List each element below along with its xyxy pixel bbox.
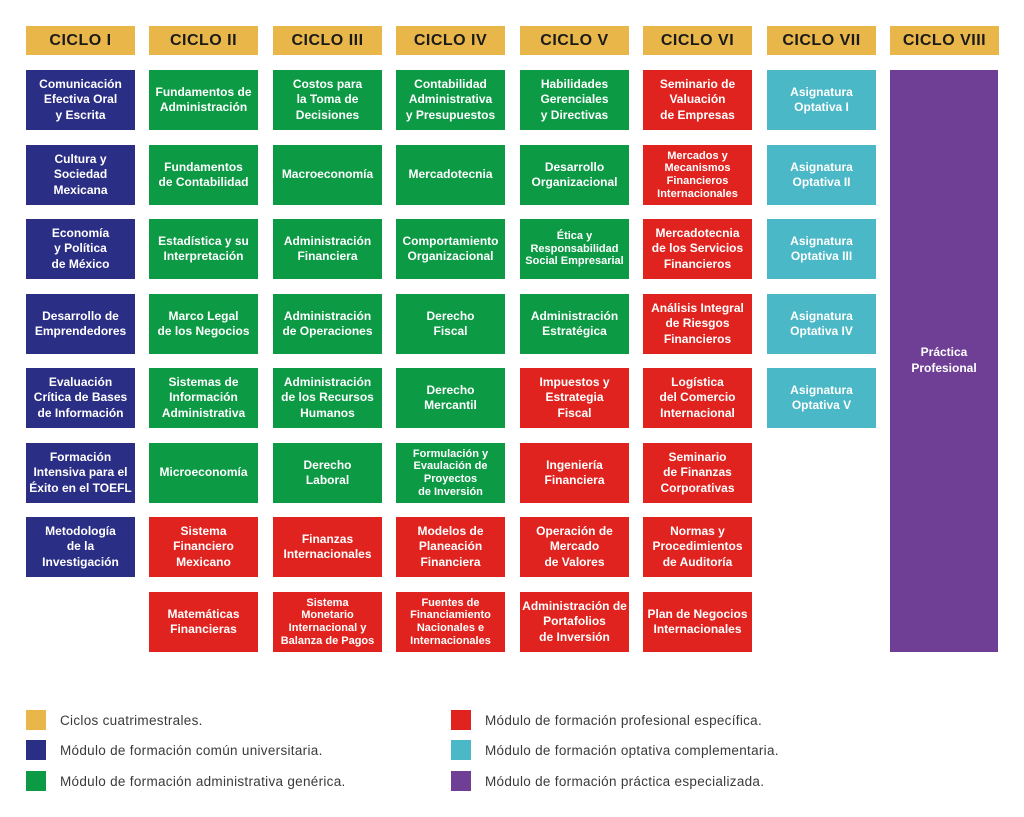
course-cell: Asignatura Optativa V	[767, 368, 876, 428]
course-cell: Comportamiento Organizacional	[396, 219, 505, 279]
course-cell: Ética y Responsabilidad Social Empresari…	[520, 219, 629, 279]
course-cell: Asignatura Optativa III	[767, 219, 876, 279]
legend-item: Módulo de formación común universitaria.	[26, 740, 323, 760]
course-cell: Administración de los Recursos Humanos	[273, 368, 382, 428]
legend-label: Módulo de formación profesional específi…	[485, 712, 763, 728]
course-cell: Derecho Laboral	[273, 443, 382, 503]
course-cell: Ingeniería Financiera	[520, 443, 629, 503]
course-cell: Asignatura Optativa I	[767, 70, 876, 130]
course-cell: Derecho Mercantil	[396, 368, 505, 428]
course-cell: Seminario de Finanzas Corporativas	[643, 443, 752, 503]
legend-swatch	[26, 740, 46, 760]
course-cell: Sistemas de Información Administrativa	[149, 368, 258, 428]
course-cell: Asignatura Optativa IV	[767, 294, 876, 354]
course-cell: Desarrollo de Emprendedores	[26, 294, 135, 354]
course-cell: Estadística y su Interpretación	[149, 219, 258, 279]
header-ciclo-2: CICLO II	[149, 26, 258, 55]
course-cell: Derecho Fiscal	[396, 294, 505, 354]
legend-label: Ciclos cuatrimestrales.	[60, 712, 203, 728]
course-cell: Administración Financiera	[273, 219, 382, 279]
course-cell: Sistema Monetario Internacional y Balanz…	[273, 592, 382, 652]
header-ciclo-6: CICLO VI	[643, 26, 752, 55]
legend-label: Módulo de formación común universitaria.	[60, 742, 323, 758]
course-cell: Costos para la Toma de Decisiones	[273, 70, 382, 130]
course-cell: Fundamentos de Contabilidad	[149, 145, 258, 205]
course-cell: Administración de Portafolios de Inversi…	[520, 592, 629, 652]
course-cell: Marco Legal de los Negocios	[149, 294, 258, 354]
course-cell: Matemáticas Financieras	[149, 592, 258, 652]
course-cell: Comunicación Efectiva Oral y Escrita	[26, 70, 135, 130]
course-cell: Logística del Comercio Internacional	[643, 368, 752, 428]
legend-item: Módulo de formación práctica especializa…	[451, 771, 764, 791]
course-cell: Sistema Financiero Mexicano	[149, 517, 258, 577]
course-cell: Evaluación Crítica de Bases de Informaci…	[26, 368, 135, 428]
legend-label: Módulo de formación práctica especializa…	[485, 773, 765, 789]
course-cell: Mercadotecnia de los Servicios Financier…	[643, 219, 752, 279]
course-cell: Seminario de Valuación de Empresas	[643, 70, 752, 130]
course-cell: Desarrollo Organizacional	[520, 145, 629, 205]
course-cell: Metodología de la Investigación	[26, 517, 135, 577]
legend-label: Módulo de formación optativa complementa…	[485, 742, 779, 758]
legend-item: Módulo de formación profesional específi…	[451, 710, 762, 730]
course-cell: Mercados y Mecanismos Financieros Intern…	[643, 145, 752, 205]
course-cell: Normas y Procedimientos de Auditoría	[643, 517, 752, 577]
legend-label: Módulo de formación administrativa genér…	[60, 773, 346, 789]
course-cell: Contabilidad Administrativa y Presupuest…	[396, 70, 505, 130]
legend-swatch	[26, 771, 46, 791]
course-cell: Formulación y Evaulación de Proyectos de…	[396, 443, 505, 503]
course-cell: Administración Estratégica	[520, 294, 629, 354]
header-ciclo-5: CICLO V	[520, 26, 629, 55]
course-cell: Fundamentos de Administración	[149, 70, 258, 130]
course-cell: Habilidades Gerenciales y Directivas	[520, 70, 629, 130]
course-cell: Fuentes de Financiamiento Nacionales e I…	[396, 592, 505, 652]
course-cell: Administración de Operaciones	[273, 294, 382, 354]
header-ciclo-1: CICLO I	[26, 26, 135, 55]
header-ciclo-3: CICLO III	[273, 26, 382, 55]
course-cell: Impuestos y Estrategia Fiscal	[520, 368, 629, 428]
course-cell: Macroeconomía	[273, 145, 382, 205]
course-cell: Formación Intensiva para el Éxito en el …	[26, 443, 135, 503]
course-cell: Cultura y Sociedad Mexicana	[26, 145, 135, 205]
header-ciclo-4: CICLO IV	[396, 26, 505, 55]
legend-item: Ciclos cuatrimestrales.	[26, 710, 203, 730]
practica-profesional-cell: Práctica Profesional	[890, 70, 998, 652]
course-cell: Asignatura Optativa II	[767, 145, 876, 205]
course-cell: Finanzas Internacionales	[273, 517, 382, 577]
legend-swatch	[451, 771, 471, 791]
course-cell: Análisis Integral de Riesgos Financieros	[643, 294, 752, 354]
course-cell: Mercadotecnia	[396, 145, 505, 205]
legend-item: Módulo de formación administrativa genér…	[26, 771, 346, 791]
legend-item: Módulo de formación optativa complementa…	[451, 740, 779, 760]
course-cell: Economía y Política de México	[26, 219, 135, 279]
course-cell: Operación de Mercado de Valores	[520, 517, 629, 577]
legend-swatch	[451, 710, 471, 730]
course-cell: Modelos de Planeación Financiera	[396, 517, 505, 577]
course-cell: Microeconomía	[149, 443, 258, 503]
header-ciclo-7: CICLO VII	[767, 26, 876, 55]
legend-swatch	[26, 710, 46, 730]
course-cell: Plan de Negocios Internacionales	[643, 592, 752, 652]
legend-swatch	[451, 740, 471, 760]
header-ciclo-8: CICLO VIII	[890, 26, 999, 55]
